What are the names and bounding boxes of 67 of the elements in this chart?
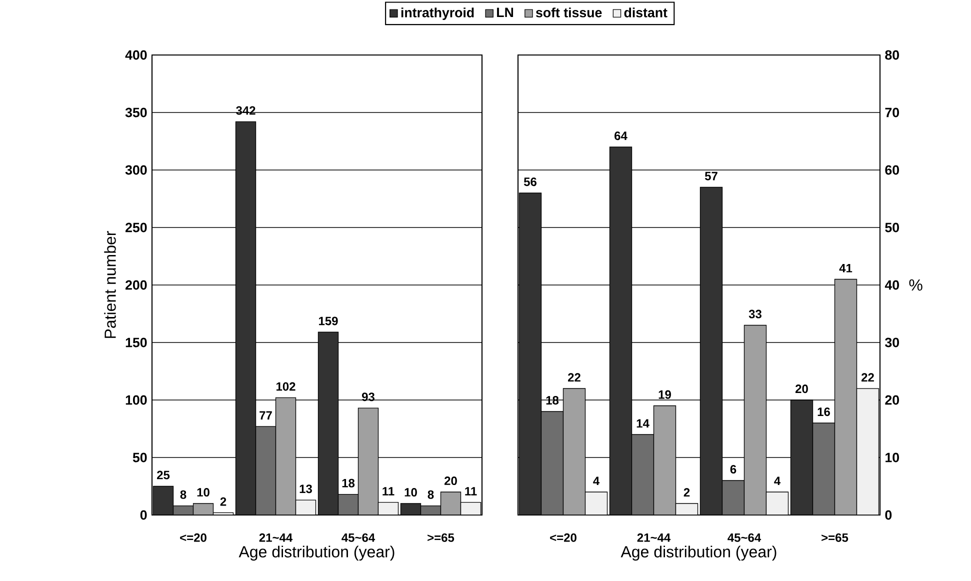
legend-label: soft tissue: [536, 8, 602, 18]
y-tick-label: 250: [126, 222, 147, 232]
x-tick-label: <=20: [550, 533, 576, 542]
data-label: 41: [839, 264, 852, 272]
x-tick-label: >=65: [428, 533, 454, 542]
x-tick-label: 45~64: [728, 533, 762, 542]
data-label: 22: [568, 373, 580, 382]
data-label: 18: [342, 478, 355, 488]
x-axis-title: Age distribution (year): [238, 546, 394, 561]
data-label: 93: [362, 392, 374, 402]
y-tick-label: 70: [885, 108, 899, 118]
legend-label: distant: [624, 8, 668, 18]
y-tick-label: 100: [126, 395, 147, 405]
y-tick-label: 150: [126, 338, 147, 348]
y-tick-label: 350: [125, 108, 147, 118]
data-label: 2: [684, 488, 690, 497]
x-tick-label: >=65: [822, 533, 848, 542]
data-label: 22: [861, 373, 874, 382]
y-tick-label: 0: [140, 510, 147, 520]
data-label: 10: [404, 488, 417, 497]
data-label: 6: [730, 465, 736, 474]
data-label: 77: [260, 411, 272, 420]
legend-label: LN: [497, 8, 514, 17]
data-label: 57: [704, 172, 718, 180]
y-tick-label: 80: [885, 50, 899, 60]
data-label: 11: [465, 487, 477, 496]
y-tick-label: 50: [132, 452, 147, 462]
bar: [358, 408, 379, 515]
data-label: 4: [593, 476, 600, 486]
data-label: 33: [748, 310, 762, 318]
data-label: 102: [276, 382, 296, 391]
data-label: 14: [636, 419, 650, 428]
y-tick-label: 30: [885, 338, 899, 348]
y-tick-label: 10: [886, 452, 899, 462]
y-tick-label: 0: [885, 510, 892, 520]
data-label: 13: [300, 484, 312, 494]
y-tick-label: 50: [885, 222, 899, 232]
x-tick-label: <=20: [180, 533, 206, 542]
y-axis-title: Patient number: [104, 231, 116, 338]
data-label: 8: [428, 490, 434, 499]
data-label: 56: [524, 178, 536, 186]
y-axis-title: %: [909, 279, 922, 291]
data-label: 10: [197, 488, 210, 497]
y-tick-label: 20: [885, 395, 899, 405]
y-tick-label: 200: [126, 280, 147, 290]
data-label: 159: [318, 316, 338, 326]
x-tick-label: 21~44: [637, 533, 671, 542]
bar: [275, 397, 296, 515]
y-tick-label: 300: [125, 165, 147, 175]
data-label: 25: [157, 470, 170, 480]
x-axis-title: Age distribution (year): [620, 546, 776, 561]
data-label: 64: [614, 132, 628, 140]
y-tick-label: 400: [125, 50, 147, 60]
data-label: 8: [180, 490, 186, 499]
bar: [440, 492, 462, 515]
y-tick-label: 60: [885, 165, 899, 175]
data-label: 11: [382, 487, 394, 496]
data-label: 20: [444, 476, 457, 486]
data-label: 19: [658, 390, 671, 399]
data-label: 20: [795, 384, 808, 394]
y-tick-label: 40: [884, 280, 899, 290]
data-label: 4: [774, 476, 781, 486]
x-tick-label: 21~44: [259, 533, 293, 542]
data-label: 2: [220, 497, 226, 506]
legend-label: intrathyroid: [401, 8, 474, 20]
data-label: 16: [818, 408, 830, 416]
x-tick-label: 45~64: [342, 533, 376, 542]
